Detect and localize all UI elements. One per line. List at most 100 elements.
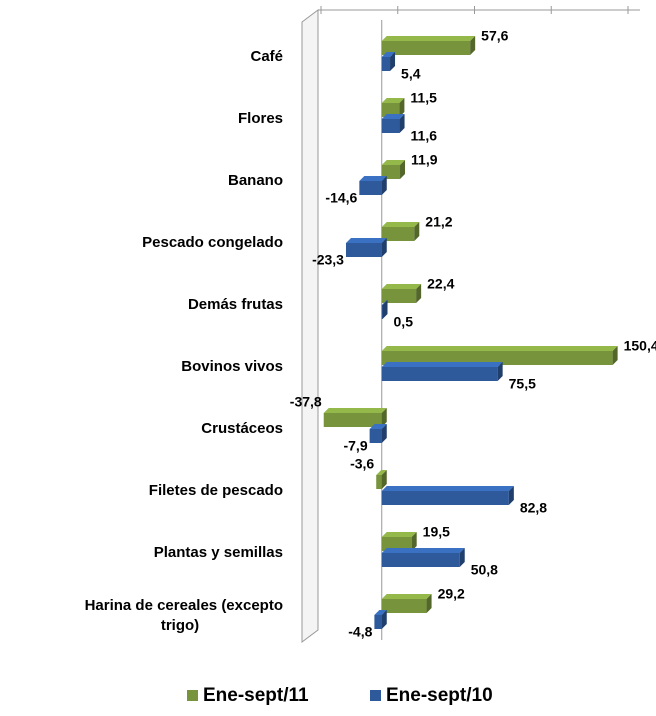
bar-top xyxy=(381,52,396,57)
bar-side xyxy=(390,52,396,71)
data-label: 82,8 xyxy=(520,500,547,516)
bar-side xyxy=(508,486,514,505)
bar xyxy=(381,362,503,381)
bar xyxy=(381,532,417,551)
category-label: Harina de cereales (excepto trigo) xyxy=(85,597,283,634)
category-label: Flores xyxy=(238,110,283,127)
bar-front xyxy=(374,615,382,629)
data-label: 22,4 xyxy=(427,276,454,292)
bar-front xyxy=(381,537,412,551)
category-label: Crustáceos xyxy=(201,420,283,437)
bar-side xyxy=(381,610,387,629)
bar-side xyxy=(612,346,618,365)
bar-front xyxy=(381,165,401,179)
bar-top xyxy=(381,114,405,119)
data-label: 0,5 xyxy=(394,314,414,330)
bar xyxy=(381,98,405,117)
category-label: Banano xyxy=(228,172,283,189)
category-label: Pescado congelado xyxy=(142,234,283,251)
bar xyxy=(381,300,388,319)
legend-label: Ene-sept/10 xyxy=(386,685,493,706)
bar-top xyxy=(381,300,388,305)
bar-top xyxy=(381,346,618,351)
category-label: Plantas y semillas xyxy=(154,544,283,561)
bar-front xyxy=(381,305,383,319)
category-label: Bovinos vivos xyxy=(181,358,283,375)
bar-front xyxy=(381,103,400,117)
legend-swatch xyxy=(187,690,198,701)
bar xyxy=(381,222,420,241)
bar-top xyxy=(381,532,417,537)
bar xyxy=(376,470,387,489)
bar-front xyxy=(381,41,471,55)
data-label: 150,4 xyxy=(624,338,656,354)
legend-label: Ene-sept/11 xyxy=(203,685,309,706)
bar-side xyxy=(470,36,476,55)
bar-side xyxy=(381,176,387,195)
bar xyxy=(381,160,406,179)
data-label: -4,8 xyxy=(348,624,372,640)
data-label: -14,6 xyxy=(325,190,357,206)
bar-front xyxy=(381,227,415,241)
data-label: 19,5 xyxy=(423,524,450,540)
bar xyxy=(359,176,387,195)
bar-top xyxy=(381,594,432,599)
bar-side xyxy=(381,470,387,489)
bar xyxy=(345,238,387,257)
bar xyxy=(323,408,387,427)
legend-swatch xyxy=(370,690,381,701)
data-label: -7,9 xyxy=(343,438,367,454)
bar-top xyxy=(381,36,476,41)
bar-front xyxy=(381,599,427,613)
data-label: 21,2 xyxy=(425,214,452,230)
data-label: 11,6 xyxy=(411,128,438,144)
bar-side xyxy=(381,238,387,257)
bar-front xyxy=(359,181,382,195)
bar-side xyxy=(411,532,417,551)
bar-front xyxy=(345,243,382,257)
bar-top xyxy=(369,424,387,429)
category-label: Demás frutas xyxy=(188,296,283,313)
bar-side xyxy=(497,362,503,381)
bar-side xyxy=(381,424,387,443)
bar-top xyxy=(381,284,422,289)
bar-top xyxy=(381,160,406,165)
data-label: 11,5 xyxy=(410,90,437,106)
bar-top xyxy=(359,176,387,181)
bar xyxy=(369,424,387,443)
bar-front xyxy=(323,413,382,427)
bar xyxy=(381,52,396,71)
data-label: 5,4 xyxy=(401,66,421,82)
bar-top xyxy=(381,98,405,103)
bar xyxy=(381,36,476,55)
category-label: Café xyxy=(250,48,283,65)
data-label: -3,6 xyxy=(350,456,374,472)
bar-side xyxy=(416,284,422,303)
bar-front xyxy=(381,491,509,505)
category-label: Filetes de pescado xyxy=(149,482,283,499)
bar-side xyxy=(414,222,420,241)
bar xyxy=(381,284,422,303)
bar-front xyxy=(381,57,391,71)
bar xyxy=(381,346,618,365)
bar-front xyxy=(381,351,613,365)
data-label: -37,8 xyxy=(290,394,322,410)
bar-front xyxy=(381,367,498,381)
bar-top xyxy=(381,486,514,491)
data-label: 50,8 xyxy=(471,562,498,578)
bar-top xyxy=(381,362,503,367)
bar-top xyxy=(381,222,420,227)
bar-front xyxy=(369,429,382,443)
bar-side xyxy=(400,160,406,179)
bar-side xyxy=(399,114,405,133)
bar-top xyxy=(381,548,465,553)
data-label: 57,6 xyxy=(481,28,508,44)
bar-top xyxy=(323,408,387,413)
bar xyxy=(381,114,405,133)
bar-side xyxy=(426,594,432,613)
bar-side xyxy=(382,300,388,319)
bar-front xyxy=(381,289,417,303)
bar-front xyxy=(376,475,382,489)
data-label: 75,5 xyxy=(509,376,536,392)
